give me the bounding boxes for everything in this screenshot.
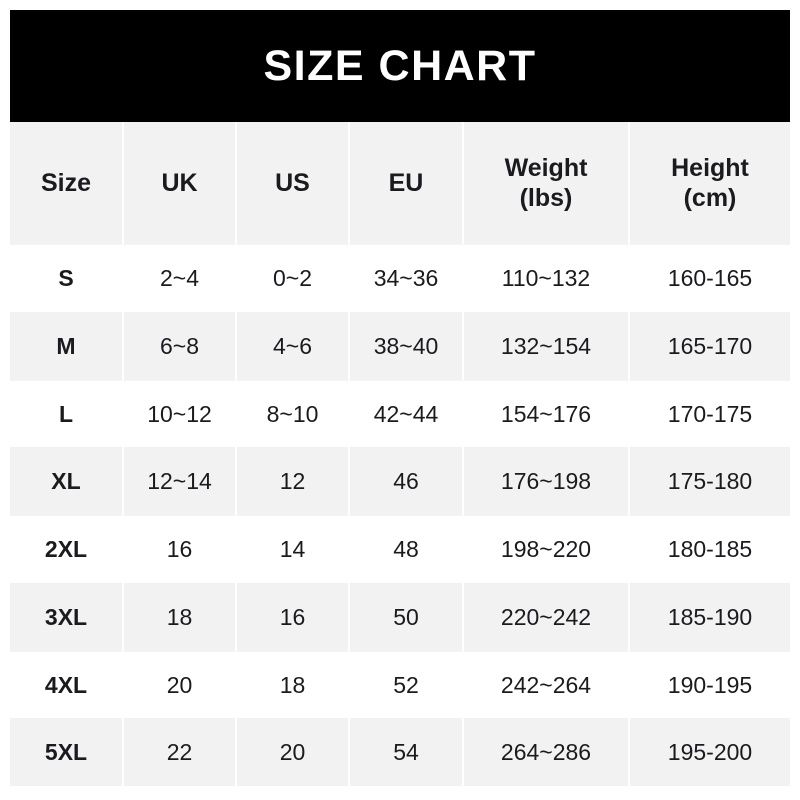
column-header-height-unit: (cm) (683, 184, 737, 212)
column-header-weight-label: Weight (504, 153, 588, 182)
cell-eu: 54 (348, 718, 462, 786)
cell-eu: 42~44 (348, 379, 462, 448)
cell-height: 190-195 (628, 650, 790, 719)
column-header-us-label: US (275, 168, 310, 197)
column-header-height: Height (cm) (628, 122, 790, 244)
cell-us: 18 (235, 650, 348, 719)
cell-height: 185-190 (628, 582, 790, 651)
cell-size: 2XL (10, 515, 122, 583)
cell-eu: 34~36 (348, 244, 462, 312)
table-row: 3XL 18 16 50 220~242 185-190 (10, 582, 790, 651)
table-row: 5XL 22 20 54 264~286 195-200 (10, 718, 790, 786)
table-header-row: Size UK US EU Weight ( (10, 122, 790, 244)
cell-us: 12 (235, 447, 348, 515)
cell-eu: 48 (348, 515, 462, 583)
title-banner: SIZE CHART (10, 10, 790, 122)
column-header-weight-unit: (lbs) (519, 184, 573, 212)
size-chart-table: Size UK US EU Weight ( (10, 122, 790, 786)
cell-eu: 52 (348, 650, 462, 719)
cell-size: 4XL (10, 650, 122, 719)
cell-uk: 2~4 (122, 244, 235, 312)
cell-us: 14 (235, 515, 348, 583)
cell-uk: 16 (122, 515, 235, 583)
cell-uk: 12~14 (122, 447, 235, 515)
table-row: 4XL 20 18 52 242~264 190-195 (10, 650, 790, 719)
cell-height: 195-200 (628, 718, 790, 786)
cell-eu: 38~40 (348, 311, 462, 380)
cell-weight: 176~198 (462, 447, 628, 515)
cell-size: M (10, 311, 122, 380)
cell-size: 5XL (10, 718, 122, 786)
cell-height: 170-175 (628, 379, 790, 448)
cell-us: 0~2 (235, 244, 348, 312)
table-row: 2XL 16 14 48 198~220 180-185 (10, 515, 790, 583)
column-header-height-label: Height (671, 153, 749, 182)
column-header-size-label: Size (40, 168, 92, 197)
column-header-uk: UK (122, 122, 235, 244)
cell-weight: 264~286 (462, 718, 628, 786)
table-row: XL 12~14 12 46 176~198 175-180 (10, 447, 790, 515)
cell-weight: 220~242 (462, 582, 628, 651)
cell-weight: 154~176 (462, 379, 628, 448)
cell-weight: 242~264 (462, 650, 628, 719)
column-header-weight: Weight (lbs) (462, 122, 628, 244)
page-title: SIZE CHART (263, 41, 537, 90)
column-header-eu-label: EU (388, 168, 424, 197)
cell-uk: 10~12 (122, 379, 235, 448)
cell-size: L (10, 379, 122, 448)
cell-uk: 6~8 (122, 311, 235, 380)
cell-uk: 20 (122, 650, 235, 719)
column-header-size: Size (10, 122, 122, 244)
cell-weight: 132~154 (462, 311, 628, 380)
cell-height: 180-185 (628, 515, 790, 583)
cell-weight: 198~220 (462, 515, 628, 583)
cell-height: 165-170 (628, 311, 790, 380)
cell-us: 4~6 (235, 311, 348, 380)
cell-height: 160-165 (628, 244, 790, 312)
cell-uk: 18 (122, 582, 235, 651)
table-row: M 6~8 4~6 38~40 132~154 165-170 (10, 311, 790, 380)
column-header-uk-label: UK (161, 168, 198, 197)
cell-weight: 110~132 (462, 244, 628, 312)
cell-size: XL (10, 447, 122, 515)
cell-eu: 46 (348, 447, 462, 515)
column-header-eu: EU (348, 122, 462, 244)
cell-us: 20 (235, 718, 348, 786)
cell-uk: 22 (122, 718, 235, 786)
cell-size: 3XL (10, 582, 122, 651)
table-row: L 10~12 8~10 42~44 154~176 170-175 (10, 379, 790, 448)
cell-height: 175-180 (628, 447, 790, 515)
cell-eu: 50 (348, 582, 462, 651)
table-row: S 2~4 0~2 34~36 110~132 160-165 (10, 244, 790, 312)
cell-us: 16 (235, 582, 348, 651)
cell-us: 8~10 (235, 379, 348, 448)
cell-size: S (10, 244, 122, 312)
column-header-us: US (235, 122, 348, 244)
